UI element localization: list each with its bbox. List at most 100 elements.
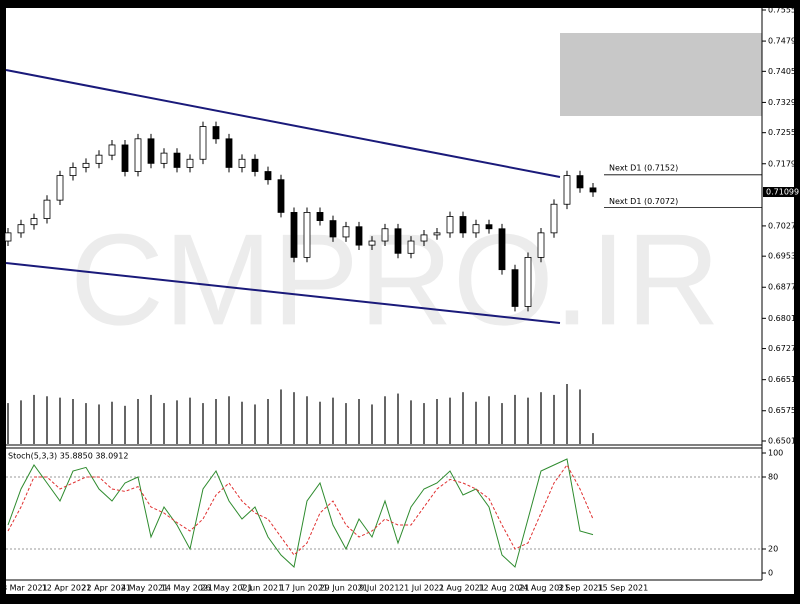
level-label: Next D1 (0.7072) <box>609 197 678 206</box>
candle-body <box>212 126 220 140</box>
y-tick-label: 0.72550 <box>768 128 800 137</box>
candle-body <box>173 152 181 168</box>
candle-body <box>433 232 441 236</box>
x-tick-label: 12 Apr 2021 <box>42 584 91 593</box>
candle-body <box>108 144 116 156</box>
x-tick-label: 2 Aug 2021 <box>439 584 485 593</box>
candle-body <box>407 240 415 254</box>
candle-body <box>30 218 38 226</box>
y-tick-label: 0.68770 <box>768 283 800 292</box>
candle-body <box>251 158 259 172</box>
stoch-tick-label: 20 <box>768 545 778 554</box>
x-tick-label: 26 May 2021 <box>201 584 253 593</box>
current-price-box <box>763 187 795 198</box>
x-tick-label: 12 Aug 2021 <box>478 584 529 593</box>
candle-body <box>459 216 467 234</box>
x-tick-label: 15 Sep 2021 <box>598 584 649 593</box>
candle-body <box>69 167 77 177</box>
volume-bar <box>397 393 399 444</box>
candle-body <box>485 224 493 230</box>
y-tick-label: 0.74790 <box>768 37 800 46</box>
volume-bar <box>553 394 555 444</box>
volume-bar <box>137 399 139 444</box>
volume-bar <box>98 404 100 444</box>
y-tick-label: 0.73290 <box>768 98 800 107</box>
volume-bar <box>228 396 230 444</box>
channel-top <box>5 69 561 178</box>
candle-body <box>160 152 168 164</box>
candle-body <box>342 226 350 238</box>
volume-bar <box>384 396 386 444</box>
candle-body <box>290 212 298 258</box>
volume-bar <box>319 401 321 444</box>
volume-bar <box>332 397 334 444</box>
volume-bar <box>488 396 490 444</box>
candle-body <box>329 220 337 238</box>
channel-bottom <box>5 262 561 324</box>
candle-body <box>95 154 103 164</box>
candle-body <box>381 228 389 242</box>
zone-box <box>560 33 762 116</box>
volume-bar <box>280 389 282 444</box>
candle-body <box>186 158 194 168</box>
candle-body <box>199 126 207 160</box>
stoch-signal <box>7 464 594 556</box>
volume-bar <box>436 399 438 444</box>
candle-body <box>134 138 142 172</box>
stoch-tick-label: 80 <box>768 473 778 482</box>
volume-bar <box>111 401 113 444</box>
volume-bar <box>33 394 35 444</box>
candle-body <box>524 256 532 307</box>
x-tick-label: 22 Apr 2021 <box>81 584 130 593</box>
candle-body <box>43 199 51 219</box>
watermark: CMPRO.IR <box>70 206 720 352</box>
candle-body <box>576 175 584 189</box>
volume-bar <box>72 399 74 444</box>
x-tick-label: 4 May 2021 <box>121 584 168 593</box>
y-tick-label: 0.65750 <box>768 406 800 415</box>
volume-bar <box>462 392 464 444</box>
candle-body <box>277 179 285 213</box>
volume-bar <box>540 392 542 444</box>
candle-body <box>264 171 272 181</box>
volume-bar <box>124 405 126 444</box>
volume-bar <box>215 399 217 444</box>
candle-body <box>82 162 90 168</box>
candle-body <box>355 226 363 246</box>
volume-bar <box>202 403 204 444</box>
volume-bar <box>163 403 165 444</box>
y-tick-label: 0.65010 <box>768 437 800 446</box>
x-tick-label: 3 Sep 2021 <box>558 584 604 593</box>
stoch-main <box>7 458 594 568</box>
candle-body <box>147 138 155 164</box>
x-tick-label: 21 Jul 2021 <box>399 584 444 593</box>
volume-bar <box>410 400 412 444</box>
y-tick-label: 0.69530 <box>768 252 800 261</box>
indicator-title: Stoch(5,3,3) 35.8850 38.0912 <box>8 452 128 461</box>
candle-body <box>4 232 12 242</box>
volume-bar <box>345 403 347 444</box>
candle-body <box>537 232 545 258</box>
stoch-tick-label: 0 <box>768 569 773 578</box>
stoch-tick-label: 100 <box>768 449 783 458</box>
volume-bar <box>254 404 256 444</box>
candle-body <box>225 138 233 168</box>
y-tick-label: 0.66510 <box>768 375 800 384</box>
volume-bar <box>150 394 152 444</box>
y-tick-label: 0.68010 <box>768 314 800 323</box>
volume-bar <box>85 403 87 444</box>
candle-body <box>121 144 129 172</box>
volume-bar <box>241 401 243 444</box>
candle-body <box>420 234 428 242</box>
volume-bar <box>423 403 425 444</box>
volume-bar <box>449 397 451 444</box>
candle-body <box>472 224 480 234</box>
x-tick-label: 14 May 2021 <box>161 584 213 593</box>
volume-bar <box>46 396 48 444</box>
candle-body <box>446 216 454 234</box>
y-tick-label: 0.70270 <box>768 221 800 230</box>
volume-bar <box>358 399 360 444</box>
x-tick-label: 9 Jul 2021 <box>359 584 399 593</box>
